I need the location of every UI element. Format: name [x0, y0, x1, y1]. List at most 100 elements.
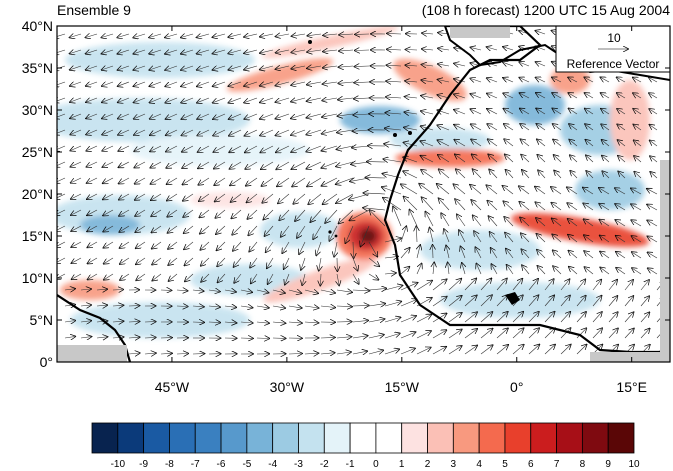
wind-vector: [251, 273, 258, 283]
wind-vector: [307, 66, 322, 68]
wind-vector: [102, 66, 114, 70]
wind-vector: [480, 345, 493, 355]
wind-vector: [448, 330, 462, 339]
colorbar-label: 3: [451, 459, 457, 470]
wind-vector: [438, 140, 450, 147]
wind-vector: [228, 34, 242, 37]
wind-vector: [260, 34, 274, 37]
wind-vector: [634, 156, 642, 163]
colorbar-swatch: [169, 422, 196, 454]
reference-vector-magnitude: 10: [607, 31, 621, 45]
wind-vector: [520, 124, 530, 131]
wind-vector: [120, 273, 130, 280]
wind-vector: [632, 268, 642, 275]
wind-vector: [71, 225, 82, 231]
wind-vector: [276, 50, 290, 53]
wind-vector: [454, 94, 466, 98]
wind-vector: [640, 296, 649, 307]
wind-vector: [456, 169, 466, 179]
wind-vector: [633, 109, 642, 115]
wind-vector: [337, 273, 339, 285]
wind-vector: [213, 34, 226, 37]
wind-vector: [57, 225, 66, 231]
wind-vector: [567, 203, 578, 211]
wind-vector: [352, 146, 370, 148]
wind-vector: [624, 329, 634, 339]
wind-vector: [201, 273, 210, 282]
wind-vector: [568, 235, 578, 243]
wind-vector: [536, 62, 546, 66]
wind-vector: [234, 257, 242, 267]
wind-vector: [240, 322, 253, 323]
lat-tick-label: 25°N: [22, 144, 53, 160]
wind-vector: [198, 161, 210, 168]
wind-vector: [80, 321, 91, 322]
wind-vector: [512, 345, 524, 355]
wind-vector: [438, 80, 450, 83]
wind-vector: [291, 82, 306, 85]
wind-vector: [308, 193, 322, 204]
wind-vector: [183, 193, 194, 201]
wind-vector: [229, 97, 242, 103]
wind-vector: [168, 241, 178, 249]
wind-vector: [198, 177, 210, 185]
wind-vector: [384, 349, 399, 355]
wind-vector: [504, 217, 514, 227]
wind-vector: [473, 169, 482, 179]
wind-vector: [560, 345, 571, 355]
wind-vector: [350, 209, 370, 220]
wind-vector: [438, 155, 450, 163]
wind-vector: [647, 205, 658, 211]
wind-vector: [325, 209, 338, 223]
wind-vector: [181, 66, 194, 70]
wind-vector: [616, 268, 626, 275]
wind-vector: [151, 177, 162, 184]
wind-vector: [617, 77, 626, 82]
wind-vector: [439, 198, 450, 211]
wind-vector: [353, 130, 370, 131]
wind-vector: [323, 82, 338, 84]
colorbar-swatch: [427, 422, 454, 454]
wind-vector: [421, 170, 434, 179]
wind-vector: [185, 257, 194, 265]
wind-vector: [552, 219, 562, 227]
wind-vector: [474, 231, 482, 243]
wind-vector: [535, 202, 546, 211]
wind-vector: [368, 273, 378, 280]
wind-vector: [197, 34, 210, 37]
wind-vector: [633, 125, 642, 131]
wind-vector: [96, 289, 107, 290]
wind-vector: [182, 129, 194, 135]
wind-vector: [535, 31, 546, 34]
wind-vector: [569, 109, 578, 115]
wind-vector: [307, 50, 322, 52]
wind-vector: [437, 125, 450, 131]
wind-vector: [488, 139, 498, 147]
wind-vector: [400, 316, 416, 323]
wind-vector: [602, 156, 610, 163]
wind-vector: [260, 82, 274, 86]
wind-vector: [339, 34, 354, 35]
wind-vector: [368, 257, 379, 266]
wind-vector: [416, 226, 417, 243]
wind-vector: [648, 236, 658, 243]
wind-vector: [150, 129, 162, 135]
wind-vector: [496, 345, 508, 355]
wind-vector: [217, 241, 226, 250]
wind-vector: [441, 213, 450, 227]
wind-vector: [432, 279, 447, 291]
colorbar-label: 7: [554, 459, 560, 470]
wind-vector: [246, 177, 258, 186]
wind-vector: [87, 225, 98, 231]
wind-vector: [103, 193, 114, 199]
wind-vector: [320, 337, 335, 338]
wind-vector: [553, 266, 562, 275]
wind-vector: [632, 252, 642, 259]
wind-vector: [507, 265, 514, 275]
colorbar-swatch: [349, 422, 377, 454]
wind-vector: [552, 109, 562, 115]
wind-vector: [416, 315, 431, 323]
wind-vector: [278, 193, 290, 203]
wind-vector: [112, 337, 124, 338]
wind-vector: [150, 161, 162, 168]
